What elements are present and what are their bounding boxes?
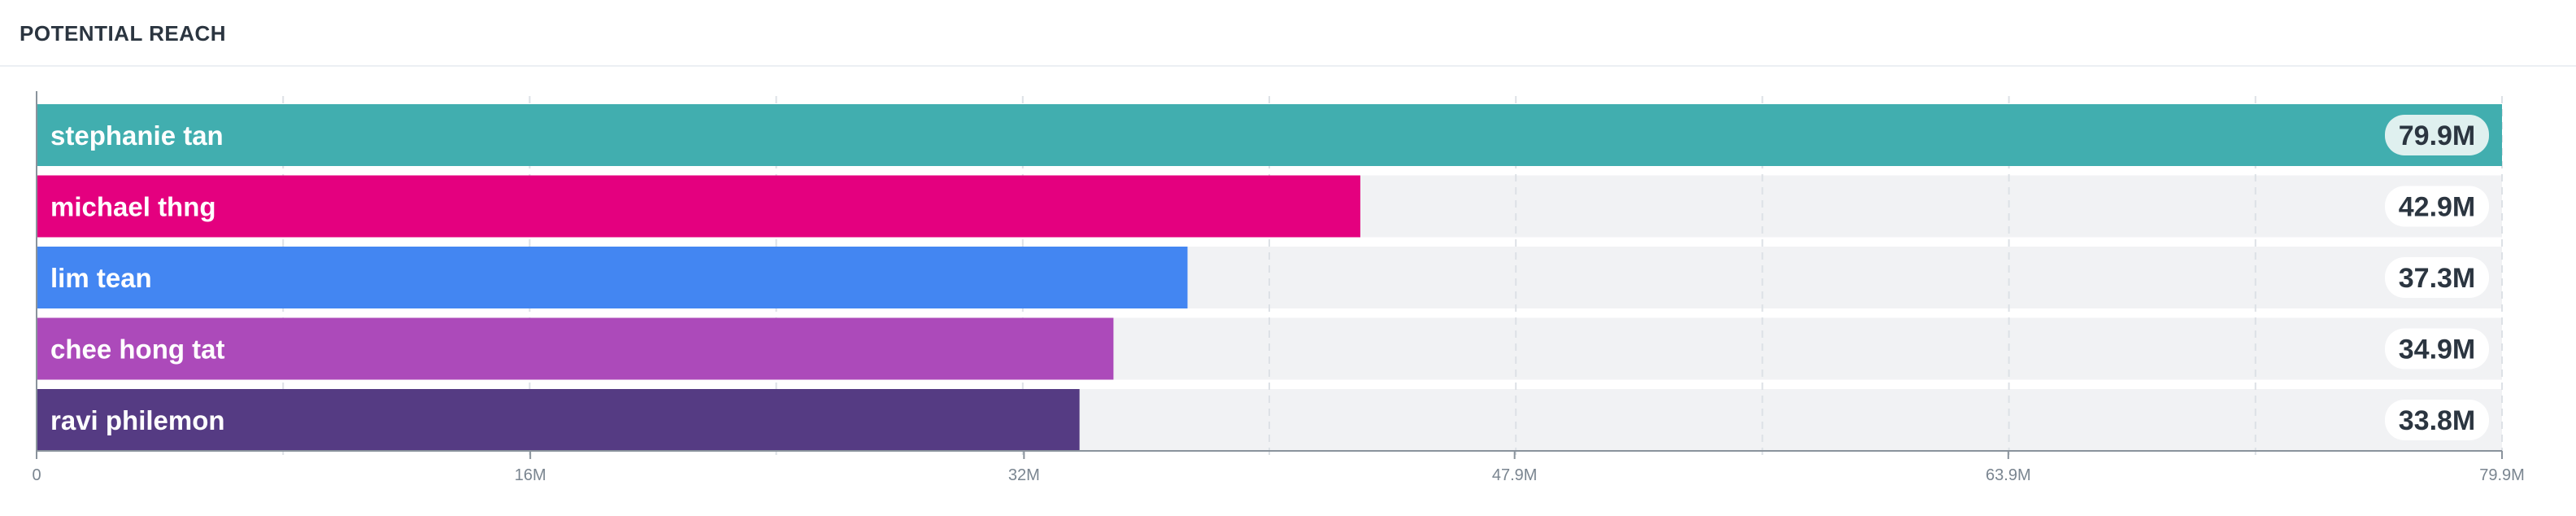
x-tick-label: 16M [515,466,546,484]
value-pill [2385,186,2489,227]
bar-category-label: michael thng [50,192,216,222]
bar [37,317,1114,380]
value-pill [2385,115,2489,155]
bar-category-label: chee hong tat [50,335,225,365]
bar-category-label: stephanie tan [50,120,224,151]
bar-value-label: 79.9M [2399,120,2476,151]
x-tick-label: 32M [1008,466,1040,484]
chart-header: POTENTIAL REACH [0,0,2576,67]
value-pill [2385,400,2489,440]
value-pill [2385,328,2489,370]
bar-value-label: 33.8M [2399,405,2476,436]
x-tick-label: 63.9M [1986,466,2031,484]
bar [37,104,2502,166]
bar-value-label: 37.3M [2399,263,2476,294]
bar-value-label: 42.9M [2399,192,2476,223]
chart-title: POTENTIAL REACH [20,21,227,46]
x-tick-label: 0 [32,466,41,484]
bar-category-label: ravi philemon [50,405,225,435]
bar [37,175,1360,238]
bar-category-label: lim tean [50,263,152,293]
potential-reach-chart: stephanie tan michael thng lim tean chee ho… [32,91,2525,484]
bar-value-label: 34.9M [2399,335,2476,365]
x-tick-label: 47.9M [1492,466,1538,484]
value-pill [2385,257,2489,298]
x-tick-label: 79.9M [2479,466,2525,484]
bar [37,389,1080,451]
bar [37,247,1188,308]
